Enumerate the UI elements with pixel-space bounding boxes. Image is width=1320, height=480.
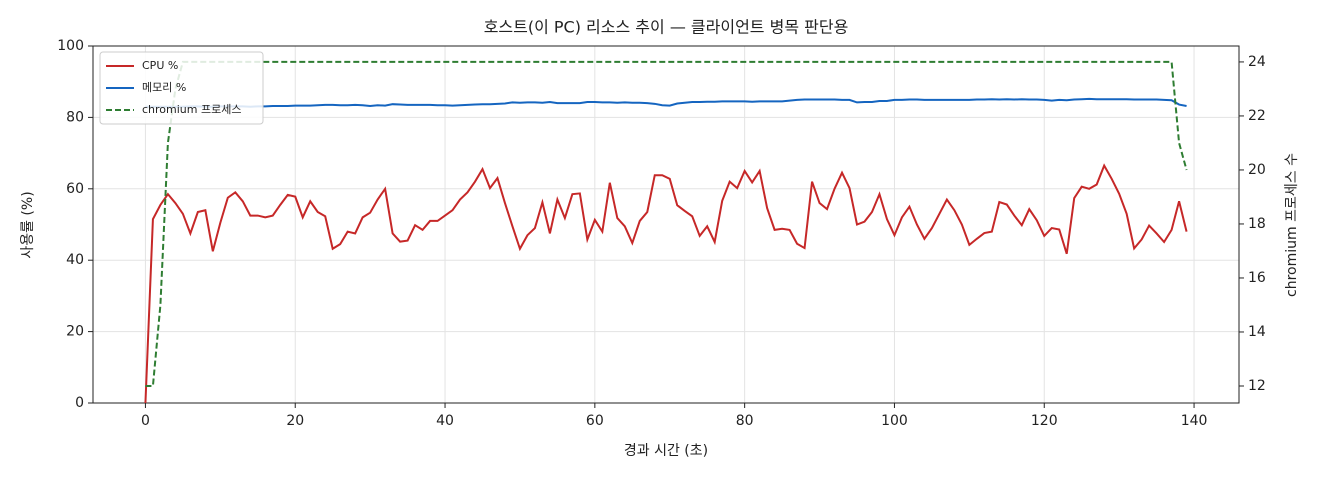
x-tick-label: 120 [1031,413,1058,429]
y-tick-label: 100 [57,38,84,54]
x-tick-label: 100 [881,413,908,429]
y-tick-label: 20 [66,324,84,340]
x-tick-label: 20 [286,413,304,429]
y-tick-label: 60 [66,181,84,197]
legend-label: CPU % [142,59,178,72]
y-axis-label: 사용률 (%) [20,191,36,258]
y-tick-label: 40 [66,252,84,268]
legend-frame [99,51,264,125]
y2-tick-label: 16 [1248,270,1266,286]
x-tick-label: 40 [436,413,454,429]
y2-tick-label: 22 [1248,108,1266,124]
series-line [144,163,1188,404]
series-line [145,60,1188,387]
x-tick-label: 140 [1181,413,1208,429]
x-axis-label: 경과 시간 (초) [624,443,708,459]
legend-label: 메모리 % [142,81,186,94]
x-tick-label: 0 [141,413,150,429]
x-tick-label: 60 [586,413,604,429]
chart-title: 호스트(이 PC) 리소스 추이 — 클라이언트 병목 판단용 [484,18,849,37]
y2-tick-label: 24 [1248,54,1266,70]
y2-tick-label: 20 [1248,162,1266,178]
plot-frame [92,45,1240,404]
series-line [145,97,1187,108]
legend-label: chromium 프로세스 [142,103,241,116]
legend: CPU % 메모리 % chromium 프로세스 [99,51,264,125]
y2-tick-label: 14 [1248,324,1266,340]
y2-tick-label: 18 [1248,216,1266,232]
y-tick-label: 80 [66,109,84,125]
x-tick-label: 80 [736,413,754,429]
y-tick-label: 0 [75,395,84,411]
y2-axis-label: chromium 프로세스 수 [1284,153,1300,297]
y2-tick-label: 12 [1248,378,1266,394]
